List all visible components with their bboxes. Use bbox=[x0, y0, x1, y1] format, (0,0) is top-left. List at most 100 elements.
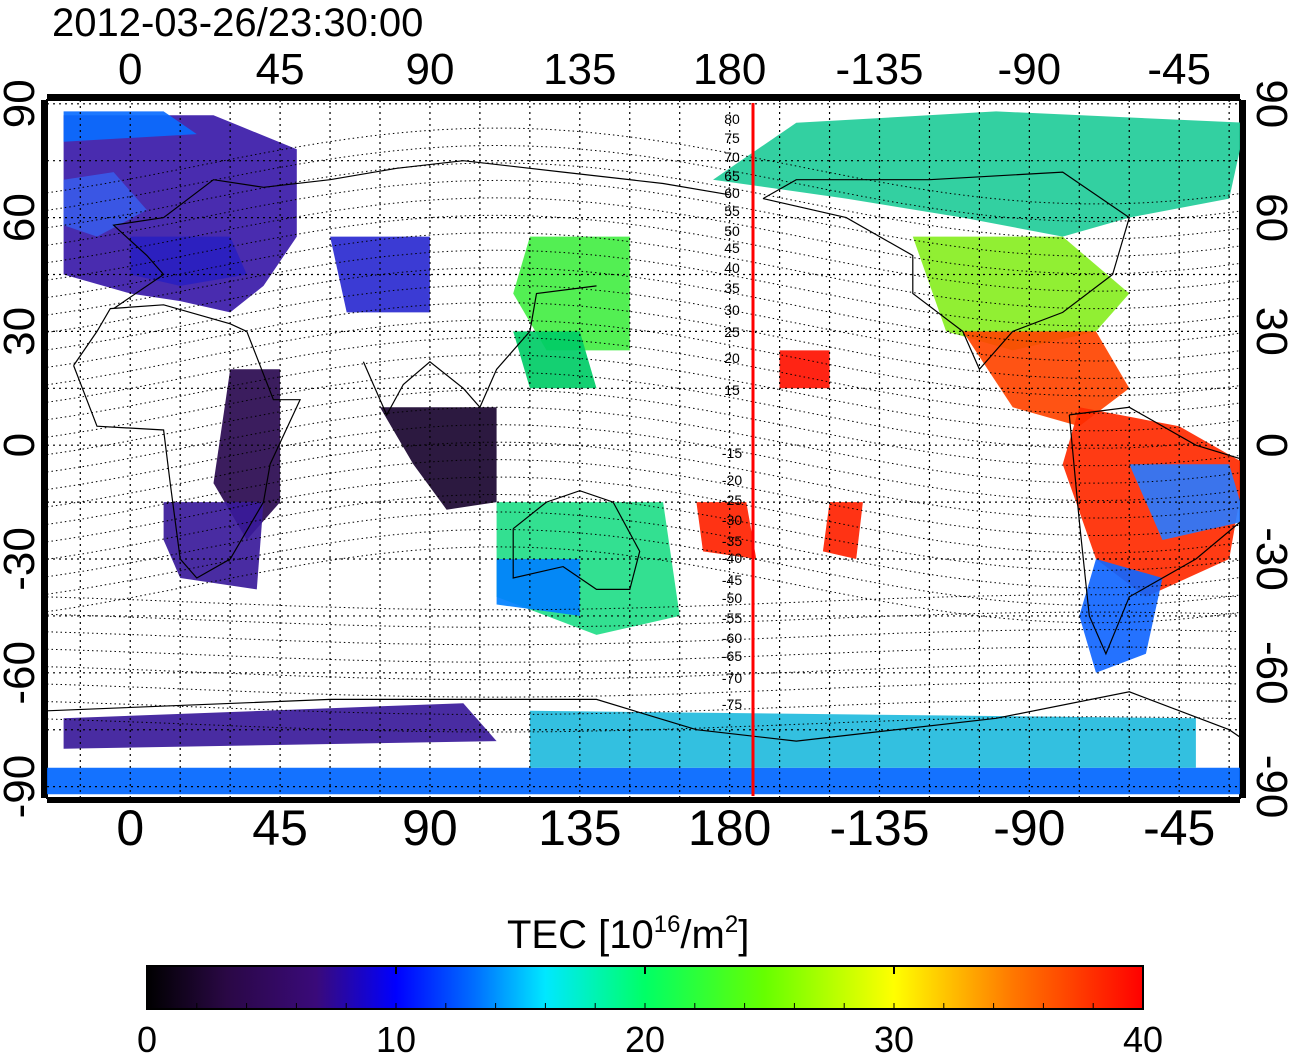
left-lat-label: -90 bbox=[0, 755, 44, 819]
contour-line bbox=[47, 629, 1240, 646]
right-lat-label: -90 bbox=[1247, 755, 1292, 819]
contour-line bbox=[47, 511, 1240, 589]
contour-label: -55 bbox=[722, 610, 742, 626]
contour-line bbox=[47, 144, 1240, 222]
contour-line bbox=[47, 459, 1240, 537]
top-lon-label: 135 bbox=[543, 45, 616, 94]
colorbar-tick-label: 40 bbox=[1123, 1019, 1163, 1057]
right-lat-label: -30 bbox=[1247, 527, 1292, 591]
contour-line bbox=[47, 354, 1240, 432]
tec-region-arctic-europe bbox=[63, 111, 197, 142]
contour-label: 80 bbox=[724, 111, 740, 127]
bottom-lon-label: 135 bbox=[538, 800, 621, 856]
contour-label: -70 bbox=[722, 670, 742, 686]
top-lon-label: 0 bbox=[118, 45, 142, 94]
contour-label: -35 bbox=[722, 533, 742, 549]
contour-line bbox=[47, 319, 1240, 397]
magnetic-latitude-contours bbox=[47, 127, 1240, 733]
coast-north-america bbox=[762, 171, 1130, 371]
top-lon-label: 90 bbox=[405, 45, 454, 94]
contour-label: 50 bbox=[724, 223, 740, 239]
contour-line bbox=[47, 371, 1240, 449]
coast-south-america bbox=[1068, 406, 1240, 656]
bottom-lon-label: 90 bbox=[402, 800, 458, 856]
top-lon-label: -90 bbox=[998, 45, 1062, 94]
tec-region-hawaii bbox=[779, 350, 830, 389]
colorbar-label-mid: /m bbox=[680, 913, 724, 957]
contour-label: 55 bbox=[724, 203, 740, 219]
right-lat-label: -60 bbox=[1247, 641, 1292, 705]
left-lat-label: 0 bbox=[0, 433, 44, 457]
tec-region-north-america bbox=[912, 236, 1130, 351]
top-lon-label: 45 bbox=[256, 45, 305, 94]
contour-line bbox=[47, 197, 1240, 275]
tec-region-antarctic-band bbox=[47, 767, 1240, 795]
tec-region-arctic-america bbox=[713, 111, 1240, 237]
contour-line bbox=[47, 127, 1240, 205]
coastlines bbox=[47, 160, 1240, 742]
contour-line bbox=[47, 267, 1240, 344]
contour-line bbox=[47, 698, 1240, 715]
colorbar-tick-label: 30 bbox=[874, 1019, 914, 1057]
contour-line bbox=[47, 179, 1240, 257]
contour-label: 65 bbox=[724, 168, 740, 184]
contour-line bbox=[47, 611, 1240, 628]
contour-line bbox=[47, 249, 1240, 327]
contour-line bbox=[47, 232, 1240, 310]
left-lat-label: -30 bbox=[0, 527, 44, 591]
bottom-lon-label: -90 bbox=[993, 800, 1065, 856]
contour-line bbox=[47, 162, 1240, 240]
tec-region-brazil bbox=[1129, 464, 1240, 540]
colorbar-tick-label: 20 bbox=[625, 1019, 665, 1057]
contour-label: -25 bbox=[722, 492, 742, 508]
tec-region-south-australia bbox=[496, 559, 580, 616]
contour-label: -45 bbox=[722, 572, 742, 588]
left-lat-label: 60 bbox=[0, 193, 44, 242]
contour-line bbox=[47, 424, 1240, 502]
right-latitude-labels: 90 60 30 0 -30 -60 -90 bbox=[1247, 79, 1292, 818]
top-longitude-labels: 0 45 90 135 180 -135 -90 -45 bbox=[118, 45, 1211, 94]
left-lat-label: -60 bbox=[0, 641, 44, 705]
contour-line bbox=[47, 681, 1240, 698]
colorbar-label: TEC [1016/m2] bbox=[507, 911, 749, 957]
tec-region-east-asia bbox=[513, 236, 630, 351]
tec-region-china-sea bbox=[513, 331, 597, 389]
coast-africa bbox=[73, 304, 302, 579]
tec-region-central-europe bbox=[130, 236, 247, 286]
contour-label: -65 bbox=[722, 648, 742, 664]
contour-line bbox=[47, 546, 1240, 624]
contour-line bbox=[47, 302, 1240, 379]
colorbar-label-main: TEC [10 bbox=[507, 913, 654, 957]
contour-line bbox=[47, 214, 1240, 292]
contour-line bbox=[47, 716, 1240, 733]
colorbar-label-sup1: 16 bbox=[654, 911, 681, 938]
bottom-lon-label: -135 bbox=[829, 800, 929, 856]
bottom-lon-label: 0 bbox=[116, 800, 144, 856]
contour-label: 75 bbox=[724, 130, 740, 146]
contour-label: -60 bbox=[722, 630, 742, 646]
contour-label: -40 bbox=[722, 550, 742, 566]
coast-australia bbox=[512, 490, 641, 590]
contour-label: -30 bbox=[722, 512, 742, 528]
tec-data-layer bbox=[47, 111, 1240, 795]
contour-line bbox=[47, 476, 1240, 554]
right-lat-label: 30 bbox=[1247, 307, 1292, 356]
contour-line bbox=[47, 284, 1240, 362]
bottom-lon-label: 45 bbox=[252, 800, 308, 856]
coast-eurasia-north bbox=[112, 160, 730, 310]
right-lat-label: 60 bbox=[1247, 193, 1292, 242]
right-lat-label: 0 bbox=[1247, 433, 1292, 457]
bottom-lon-label: 180 bbox=[688, 800, 771, 856]
contour-line bbox=[47, 493, 1240, 571]
contour-label: 60 bbox=[724, 185, 740, 201]
left-lat-label: 30 bbox=[0, 307, 44, 356]
contour-label: -75 bbox=[722, 696, 742, 712]
contour-line bbox=[47, 441, 1240, 519]
contour-label: 30 bbox=[724, 302, 740, 318]
coast-south-asia bbox=[362, 285, 597, 417]
bottom-longitude-labels: 0 45 90 135 180 -135 -90 -45 bbox=[116, 800, 1215, 856]
left-latitude-labels: 90 60 30 0 -30 -60 -90 bbox=[0, 79, 44, 818]
